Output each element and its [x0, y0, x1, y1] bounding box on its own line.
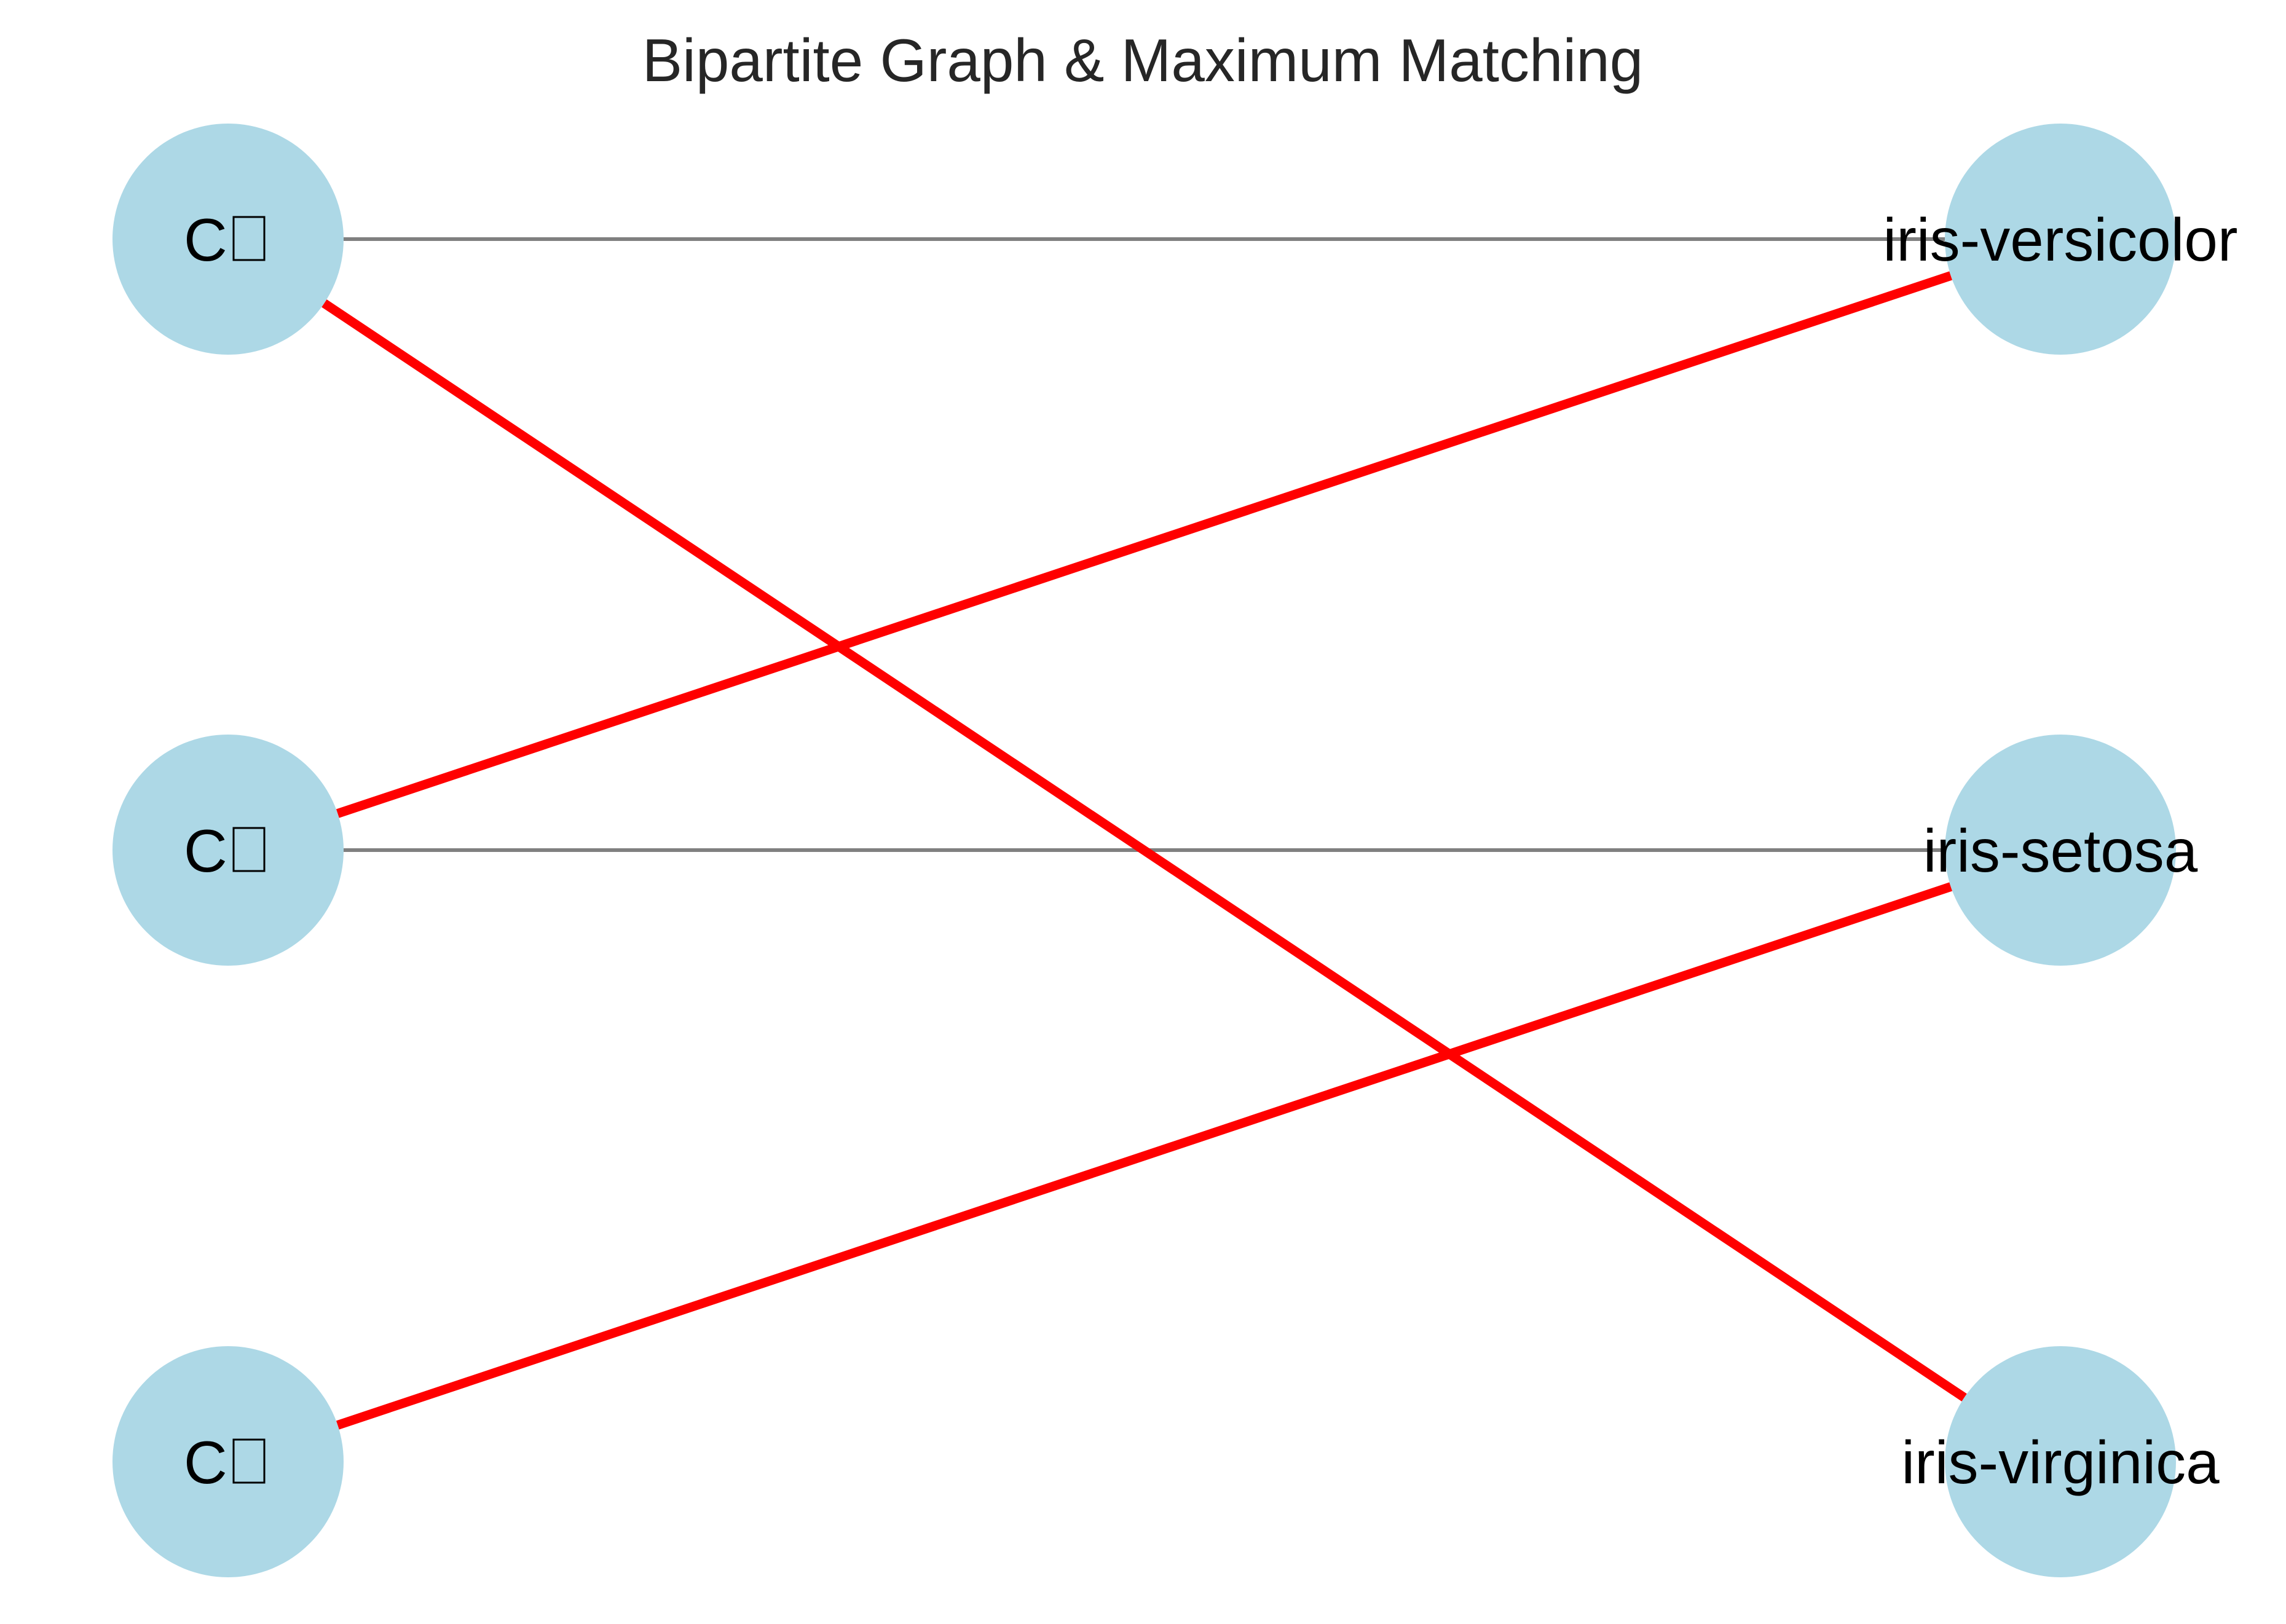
- missing-glyph-icon: [232, 1438, 266, 1484]
- node-label-iris-versicolor: iris-versicolor: [1883, 206, 2237, 274]
- node-c1: C: [112, 124, 344, 355]
- graph-title: Bipartite Graph & Maximum Matching: [642, 26, 1643, 94]
- node-label-c1: C: [184, 206, 227, 274]
- node-iris-setosa: iris-setosa: [1923, 735, 2198, 966]
- node-circle-iris-virginica: [1945, 1346, 2176, 1577]
- node-circle-iris-setosa: [1945, 735, 2176, 966]
- node-circle-c2: [112, 735, 344, 966]
- node-label-c3: C: [184, 1429, 227, 1496]
- node-c3: C: [112, 1346, 344, 1577]
- matching-edge-c3-iris-setosa: [336, 882, 1953, 1430]
- matching-edge-c2-iris-versicolor: [336, 271, 1953, 818]
- node-iris-versicolor: iris-versicolor: [1883, 124, 2238, 355]
- missing-glyph-icon: [232, 827, 266, 872]
- matching-edge-c1-iris-virginica: [321, 299, 1967, 1401]
- node-circle-c3: [112, 1346, 344, 1577]
- node-iris-virginica: iris-virginica: [1901, 1346, 2220, 1577]
- node-label-iris-virginica: iris-virginica: [1901, 1429, 2220, 1496]
- node-c2: C: [112, 735, 344, 966]
- node-label-c2: C: [184, 817, 227, 885]
- edges-layer: [321, 237, 1967, 1430]
- node-circle-iris-versicolor: [1945, 124, 2176, 355]
- node-label-iris-setosa: iris-setosa: [1923, 817, 2198, 885]
- node-circle-c1: [112, 124, 344, 355]
- missing-glyph-icon: [232, 216, 266, 261]
